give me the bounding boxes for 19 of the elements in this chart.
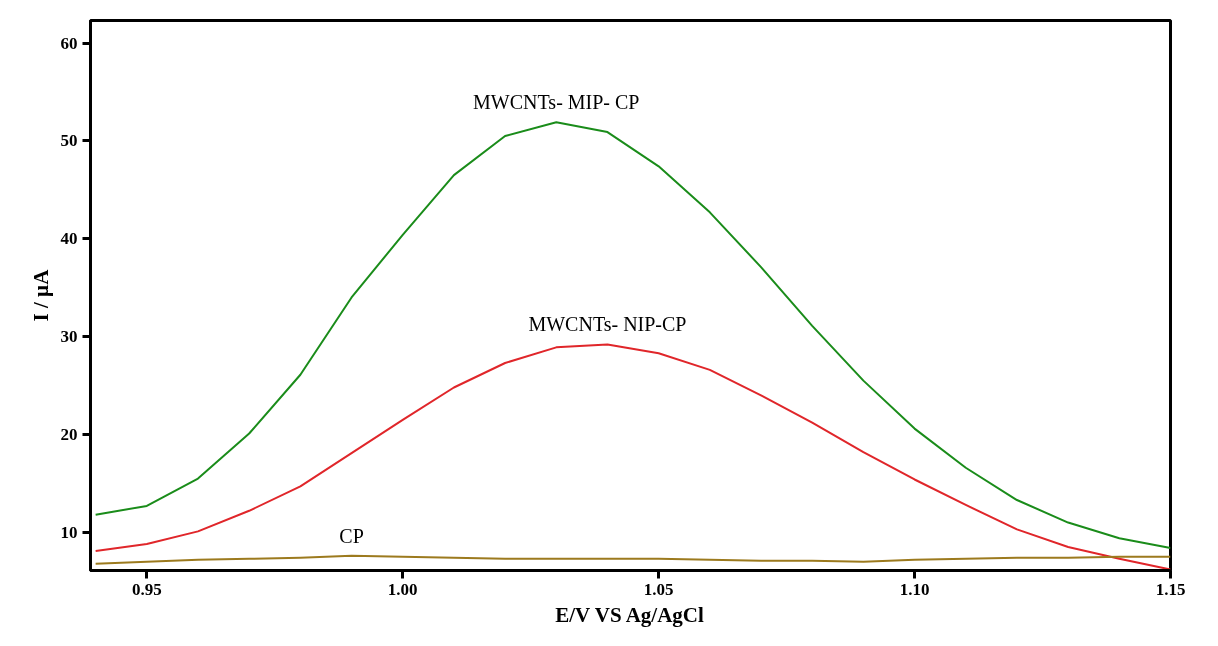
y-tick-label: 10 bbox=[60, 522, 78, 542]
x-axis-title: E/V VS Ag/AgCl bbox=[555, 602, 705, 627]
x-tick-label: 1.05 bbox=[643, 579, 674, 599]
series-label: CP bbox=[339, 524, 364, 547]
x-tick-label: 1.15 bbox=[1155, 579, 1186, 599]
x-tick-label: 0.95 bbox=[131, 579, 162, 599]
y-tick-label: 20 bbox=[60, 424, 78, 444]
line-series bbox=[94, 343, 1171, 571]
y-tick-label: 60 bbox=[60, 33, 78, 53]
series-label: MWCNTs- MIP- CP bbox=[473, 91, 640, 114]
y-tick-label: 50 bbox=[60, 131, 78, 151]
line-series bbox=[94, 121, 1171, 549]
y-axis-title: I / µA bbox=[28, 268, 53, 322]
y-tick-label: 30 bbox=[60, 327, 78, 347]
line-series bbox=[94, 554, 1171, 565]
x-tick-label: 1.00 bbox=[387, 579, 418, 599]
x-tick-label: 1.10 bbox=[899, 579, 930, 599]
series-label: MWCNTs- NIP-CP bbox=[528, 313, 687, 336]
y-tick-label: 40 bbox=[60, 229, 78, 249]
